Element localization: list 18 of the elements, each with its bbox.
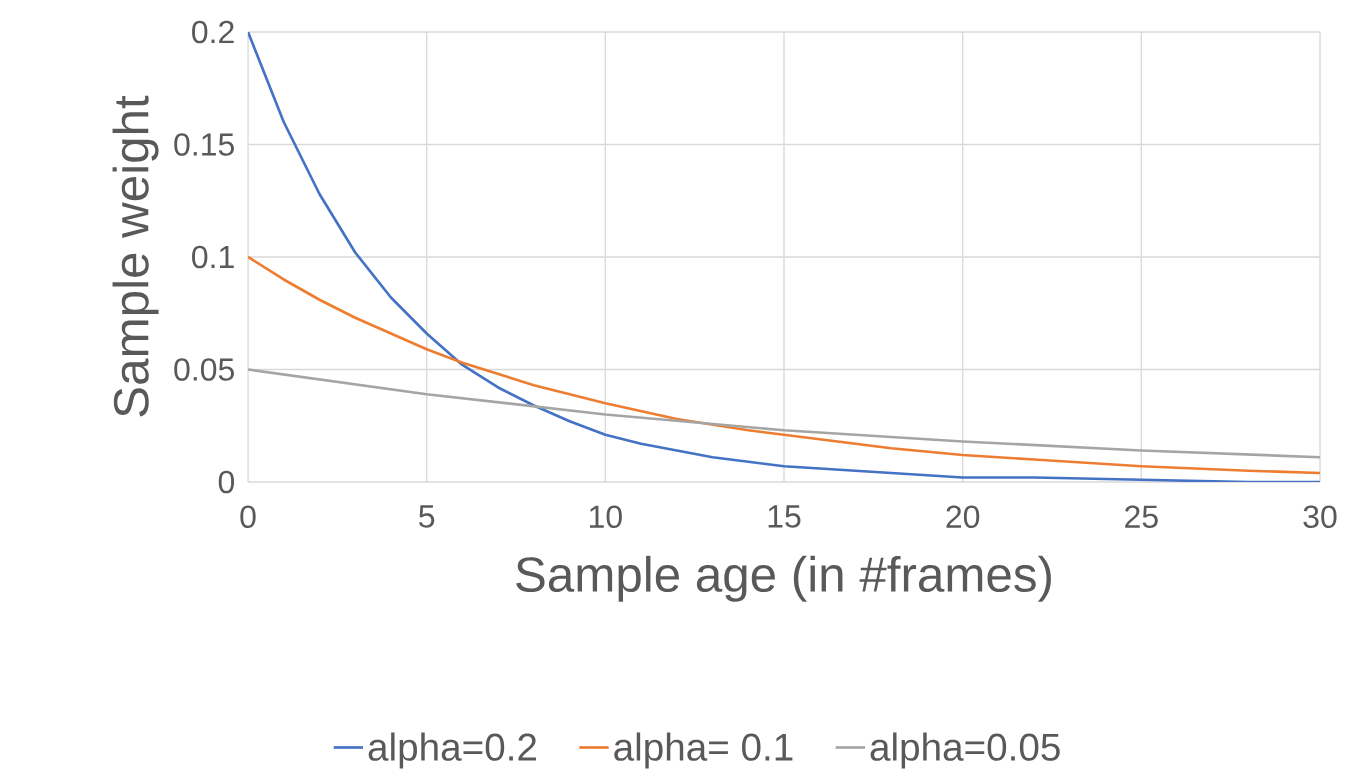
x-tick-label: 30: [1303, 505, 1337, 529]
x-tick-label: 10: [589, 505, 622, 529]
legend-label: alpha=0.05: [870, 732, 1060, 769]
y-tick-label: 0.05: [174, 358, 234, 381]
y-tick-label: 0: [218, 470, 235, 494]
legend-label: alpha=0.2: [368, 732, 536, 769]
y-axis-title: Sample weight: [112, 95, 159, 417]
line-series: [248, 368, 1320, 459]
x-axis-title: Sample age (in #frames): [516, 555, 1051, 602]
x-tick-label: 15: [768, 505, 801, 528]
x-tick-label: 5: [419, 505, 435, 528]
y-tick-label: 0.1: [192, 245, 234, 269]
x-tick-label: 25: [1125, 505, 1158, 529]
legend-label: alpha= 0.1: [614, 732, 793, 769]
x-tick-label: 0: [240, 505, 256, 529]
x-tick-label: 20: [946, 505, 980, 529]
y-tick-label: 0.15: [174, 133, 234, 156]
y-tick-label: 0.2: [192, 20, 234, 44]
